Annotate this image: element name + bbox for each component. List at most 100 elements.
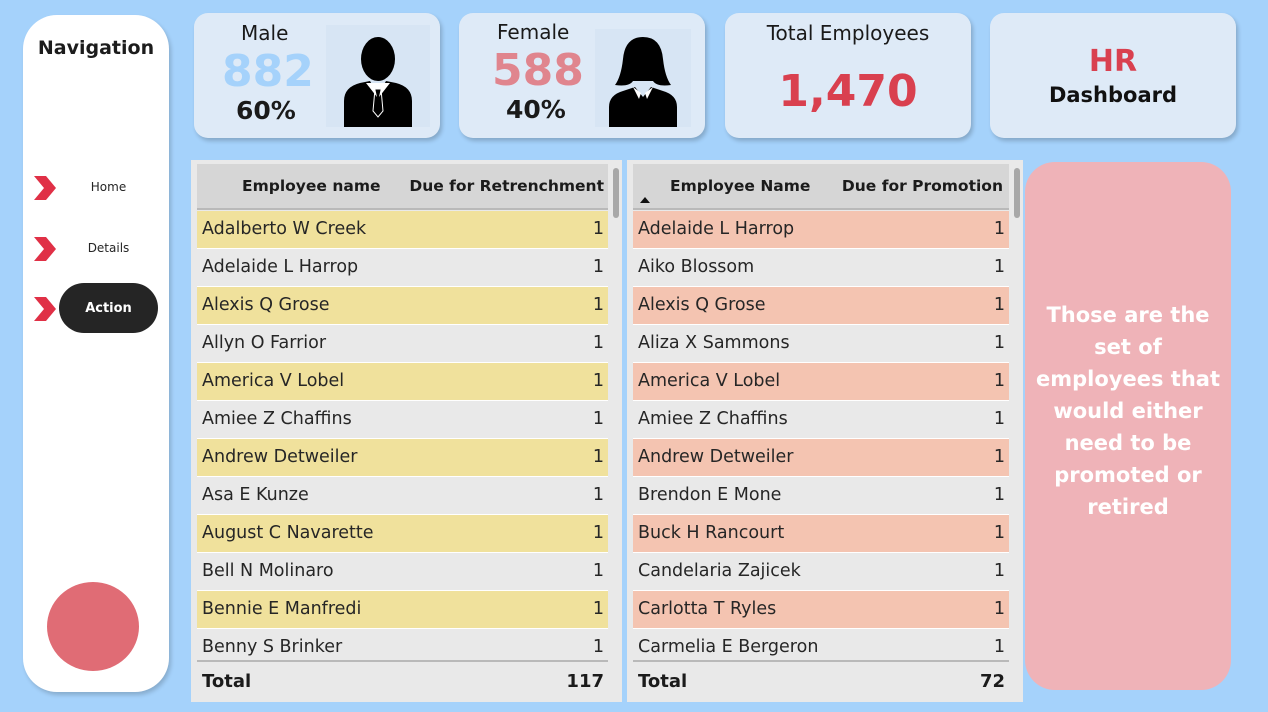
table-row[interactable]: Amiee Z Chaffins 1 xyxy=(633,401,1009,439)
table-row[interactable]: Alexis Q Grose 1 xyxy=(633,287,1009,325)
male-percent: 60% xyxy=(236,96,296,125)
employee-name-cell: Brendon E Mone xyxy=(638,485,782,505)
table-row[interactable]: Bell N Molinaro 1 xyxy=(197,553,608,591)
value-cell: 1 xyxy=(592,333,604,353)
employee-name-cell: Bennie E Manfredi xyxy=(202,599,362,619)
value-cell: 1 xyxy=(592,447,604,467)
column-header-employee-name[interactable]: Employee Name xyxy=(670,177,811,195)
value-cell: 1 xyxy=(993,637,1005,657)
employee-name-cell: Allyn O Farrior xyxy=(202,333,327,353)
table-row[interactable]: Amiee Z Chaffins 1 xyxy=(197,401,608,439)
value-cell: 1 xyxy=(993,257,1005,277)
promotion-table-header: Employee Name Due for Promotion xyxy=(633,164,1009,210)
female-count: 588 xyxy=(492,45,584,96)
total-employees-label: Total Employees xyxy=(766,21,930,45)
scrollbar-thumb[interactable] xyxy=(1014,168,1020,218)
table-row[interactable]: Adelaide L Harrop 1 xyxy=(197,249,608,287)
circle-button[interactable] xyxy=(47,582,139,671)
employee-name-cell: August C Navarette xyxy=(202,523,374,543)
promotion-total-row: Total 72 xyxy=(633,660,1009,702)
employee-name-cell: Asa E Kunze xyxy=(202,485,309,505)
table-row[interactable]: Adalberto W Creek 1 xyxy=(197,211,608,249)
table-row[interactable]: Carmelia E Bergeron 1 xyxy=(633,629,1009,660)
employee-name-cell: America V Lobel xyxy=(638,371,781,391)
nav-details-button[interactable]: Details xyxy=(87,241,130,255)
value-cell: 1 xyxy=(993,295,1005,315)
retrenchment-table-body: Adalberto W Creek 1 Adelaide L Harrop 1 Alex… xyxy=(197,211,608,660)
employee-name-cell: Aiko Blossom xyxy=(638,257,755,277)
column-header-due-for-promotion[interactable]: Due for Promotion xyxy=(841,177,1003,195)
promotion-table: Employee Name Due for Promotion Adelaide… xyxy=(627,160,1023,702)
table-row[interactable]: Allyn O Farrior 1 xyxy=(197,325,608,363)
female-card: Female 588 40% xyxy=(459,13,705,138)
table-row[interactable]: America V Lobel 1 xyxy=(633,363,1009,401)
employee-name-cell: Amiee Z Chaffins xyxy=(202,409,352,429)
male-person-icon xyxy=(326,25,430,131)
female-percent: 40% xyxy=(506,95,566,124)
employee-name-cell: Adalberto W Creek xyxy=(202,219,367,239)
table-row[interactable]: Andrew Detweiler 1 xyxy=(197,439,608,477)
employee-name-cell: Adelaide L Harrop xyxy=(638,219,795,239)
value-cell: 1 xyxy=(592,371,604,391)
employee-name-cell: Alexis Q Grose xyxy=(202,295,330,315)
navigation-title: Navigation xyxy=(37,37,155,59)
female-label: Female xyxy=(497,20,570,44)
navigation-panel: Navigation Home Details Action xyxy=(23,15,169,692)
table-row[interactable]: Aiko Blossom 1 xyxy=(633,249,1009,287)
nav-item-details[interactable]: Details xyxy=(23,223,169,273)
employee-name-cell: Aliza X Sammons xyxy=(638,333,790,353)
total-value: 117 xyxy=(566,671,604,692)
total-employees-count: 1,470 xyxy=(778,66,918,117)
employee-name-cell: Candelaria Zajicek xyxy=(638,561,801,581)
nav-item-home[interactable]: Home xyxy=(23,162,169,212)
value-cell: 1 xyxy=(993,523,1005,543)
total-label: Total xyxy=(638,671,688,692)
table-row[interactable]: Asa E Kunze 1 xyxy=(197,477,608,515)
chevron-right-icon xyxy=(34,297,56,321)
male-card: Male 882 60% xyxy=(194,13,440,138)
value-cell: 1 xyxy=(993,485,1005,505)
value-cell: 1 xyxy=(592,561,604,581)
value-cell: 1 xyxy=(993,409,1005,429)
value-cell: 1 xyxy=(592,409,604,429)
retrenchment-table: Employee name Due for Retrenchment Adalb… xyxy=(191,160,622,702)
scrollbar-thumb[interactable] xyxy=(613,168,619,218)
table-row[interactable]: Benny S Brinker 1 xyxy=(197,629,608,660)
value-cell: 1 xyxy=(592,523,604,543)
table-row[interactable]: Bennie E Manfredi 1 xyxy=(197,591,608,629)
table-row[interactable]: Aliza X Sammons 1 xyxy=(633,325,1009,363)
value-cell: 1 xyxy=(592,295,604,315)
table-row[interactable]: Carlotta T Ryles 1 xyxy=(633,591,1009,629)
chevron-right-icon xyxy=(34,237,56,261)
value-cell: 1 xyxy=(993,371,1005,391)
male-count: 882 xyxy=(222,46,314,97)
table-row[interactable]: August C Navarette 1 xyxy=(197,515,608,553)
retrenchment-table-header: Employee name Due for Retrenchment xyxy=(197,164,608,210)
employee-name-cell: Andrew Detweiler xyxy=(202,447,358,467)
employee-name-cell: Carlotta T Ryles xyxy=(638,599,777,619)
dashboard-title-dashboard: Dashboard xyxy=(1048,83,1178,107)
total-employees-card: Total Employees 1,470 xyxy=(725,13,971,138)
column-header-employee-name[interactable]: Employee name xyxy=(242,177,381,195)
value-cell: 1 xyxy=(993,447,1005,467)
table-row[interactable]: America V Lobel 1 xyxy=(197,363,608,401)
value-cell: 1 xyxy=(993,561,1005,581)
table-row[interactable]: Andrew Detweiler 1 xyxy=(633,439,1009,477)
table-row[interactable]: Adelaide L Harrop 1 xyxy=(633,211,1009,249)
male-label: Male xyxy=(241,21,289,45)
info-text: Those are the set of employees that woul… xyxy=(1036,303,1220,519)
sort-ascending-icon[interactable] xyxy=(640,197,650,203)
table-row[interactable]: Brendon E Mone 1 xyxy=(633,477,1009,515)
nav-item-action[interactable]: Action xyxy=(23,283,169,333)
table-row[interactable]: Candelaria Zajicek 1 xyxy=(633,553,1009,591)
employee-name-cell: Bell N Molinaro xyxy=(202,561,334,581)
table-row[interactable]: Alexis Q Grose 1 xyxy=(197,287,608,325)
nav-action-button[interactable]: Action xyxy=(59,283,158,333)
employee-name-cell: Buck H Rancourt xyxy=(638,523,785,543)
table-row[interactable]: Buck H Rancourt 1 xyxy=(633,515,1009,553)
value-cell: 1 xyxy=(592,485,604,505)
column-header-due-for-retrenchment[interactable]: Due for Retrenchment xyxy=(409,177,604,195)
employee-name-cell: Alexis Q Grose xyxy=(638,295,766,315)
nav-home-button[interactable]: Home xyxy=(90,180,127,194)
value-cell: 1 xyxy=(592,257,604,277)
